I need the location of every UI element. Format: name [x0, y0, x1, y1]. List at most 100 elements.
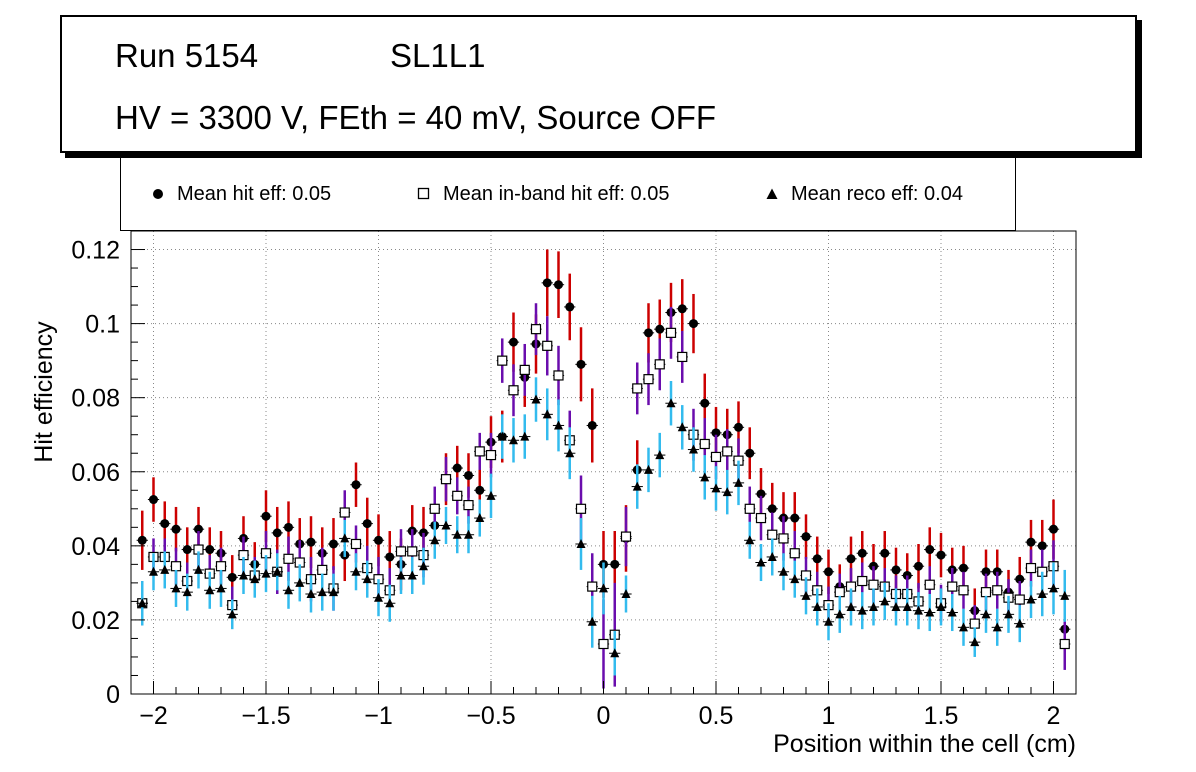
inband-eff-point [654, 359, 665, 370]
reco-eff-point [767, 551, 777, 561]
reco-eff-point [374, 592, 383, 602]
hit-eff-point [149, 495, 158, 505]
x-tick-label: 0.5 [699, 702, 734, 730]
reco-eff-point [1026, 594, 1036, 604]
reco-eff-point [779, 566, 788, 576]
inband-eff-point [677, 351, 688, 363]
reco-eff-point [1060, 590, 1070, 600]
legend-entry-hit: Mean hit eff: 0.05 [151, 158, 331, 230]
hit-eff-point [1049, 524, 1058, 534]
inband-eff-point [170, 561, 182, 572]
inband-eff-point [755, 512, 767, 524]
hit-eff-point [182, 545, 192, 555]
inband-eff-point [924, 579, 935, 590]
reco-eff-point [396, 570, 406, 580]
open-square-marker-icon [417, 187, 430, 200]
inband-eff-point [778, 533, 789, 544]
reco-eff-point [902, 601, 912, 611]
reco-eff-point [565, 448, 575, 458]
legend-label-reco: Mean reco eff: 0.04 [791, 182, 963, 205]
hit-eff-point [272, 528, 282, 538]
inband-eff-point [958, 585, 969, 596]
reco-eff-point [295, 577, 305, 587]
inband-eff-point [395, 546, 407, 557]
reco-eff-point [666, 398, 676, 408]
hit-eff-point [891, 565, 901, 575]
circle-marker-icon [153, 189, 163, 199]
reco-eff-point [216, 583, 226, 593]
hit-eff-point [824, 567, 833, 577]
x-axis-label: Position within the cell (cm) [773, 730, 1076, 758]
legend-entry-reco: Mean reco eff: 0.04 [765, 158, 963, 230]
reco-eff-point [610, 648, 620, 658]
reco-eff-point [362, 574, 372, 584]
inband-eff-point [283, 553, 294, 564]
reco-eff-point [801, 590, 811, 600]
reco-eff-point [1037, 588, 1047, 598]
hit-eff-point [959, 563, 968, 573]
hit-eff-point [745, 448, 755, 458]
x-tick-label: −1.5 [241, 702, 290, 730]
reco-eff-point [812, 601, 822, 611]
inband-eff-point [643, 374, 654, 385]
reco-eff-point [407, 570, 417, 580]
inband-eff-point [744, 503, 755, 514]
reco-eff-point [689, 444, 698, 454]
hit-eff-point [644, 328, 653, 338]
reco-eff-point [261, 568, 271, 578]
legend-label-hit: Mean hit eff: 0.05 [177, 182, 332, 205]
reco-eff-point [441, 520, 451, 530]
reco-eff-point [835, 609, 845, 619]
inband-eff-point [980, 587, 992, 598]
inband-eff-point [665, 327, 677, 338]
reco-eff-point [790, 574, 800, 584]
reco-eff-point [745, 535, 755, 545]
inband-eff-point [722, 446, 733, 457]
reco-eff-point [970, 637, 980, 647]
hit-eff-point [711, 428, 721, 438]
reco-eff-point [756, 557, 766, 567]
reco-eff-point [284, 585, 293, 595]
reco-eff-point [149, 566, 158, 576]
x-tick-label: −1 [364, 702, 393, 730]
hit-eff-point [194, 524, 203, 534]
x-tick-label: 0 [597, 702, 611, 730]
inband-eff-point [767, 529, 778, 540]
reco-eff-point [531, 394, 541, 404]
y-tick-label: 0.06 [71, 459, 120, 487]
run-label: Run 5154 [115, 37, 259, 74]
triangle-marker-icon [766, 188, 778, 199]
reco-eff-point [554, 420, 563, 430]
hit-eff-point [677, 304, 687, 314]
reco-eff-point [520, 431, 530, 441]
reco-eff-point [430, 535, 440, 545]
reco-eff-point [452, 529, 462, 539]
inband-eff-point [317, 564, 328, 576]
inband-eff-point [632, 383, 643, 394]
hit-eff-point [756, 489, 766, 499]
reco-eff-point [1015, 618, 1025, 628]
inband-eff-point [857, 575, 868, 587]
data-series [136, 249, 1071, 689]
hit-eff-point [565, 302, 575, 312]
reco-eff-point [576, 538, 586, 548]
reco-eff-point [171, 583, 181, 593]
reco-eff-point [385, 598, 395, 608]
x-tick-label: 1 [822, 702, 836, 730]
reco-eff-point [137, 598, 147, 608]
reco-eff-point [677, 422, 687, 432]
inband-eff-point [969, 618, 980, 629]
reco-eff-point [250, 574, 260, 584]
y-tick-label: 0.02 [71, 607, 120, 635]
hit-eff-point [284, 522, 293, 532]
reco-eff-point [869, 601, 878, 611]
hit-eff-point [554, 280, 563, 290]
reco-eff-point [857, 605, 867, 615]
hit-eff-point [857, 548, 867, 558]
inband-eff-point [463, 499, 474, 511]
inband-eff-point [587, 581, 598, 592]
hit-eff-point [767, 504, 777, 514]
hit-eff-point [734, 422, 743, 432]
y-tick-label: 0.04 [71, 533, 120, 561]
